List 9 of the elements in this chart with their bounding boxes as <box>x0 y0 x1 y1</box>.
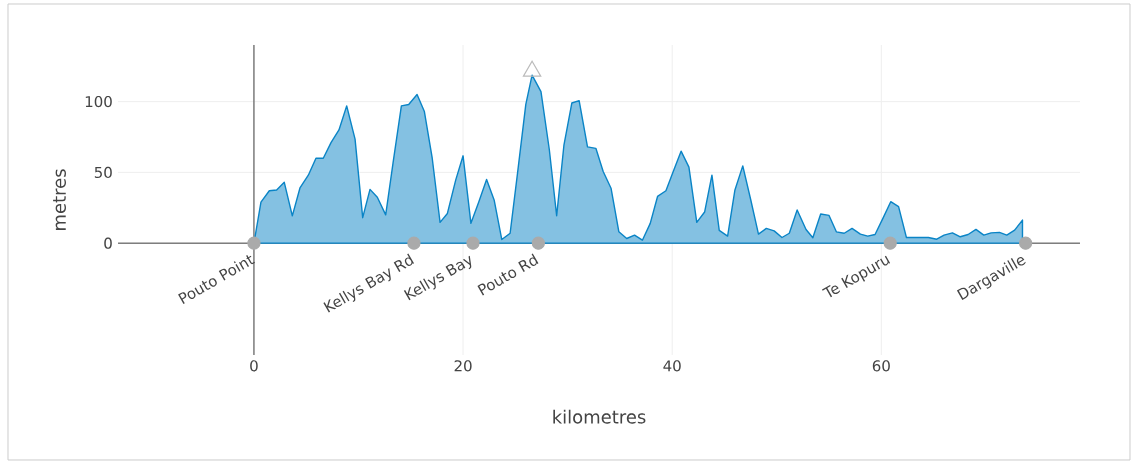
y-tick-label: 100 <box>85 95 112 108</box>
x-tick-label: 0 <box>250 360 258 372</box>
x-tick-label: 60 <box>872 360 890 372</box>
x-tick-label: 40 <box>663 360 681 372</box>
x-tick-label: 20 <box>454 360 472 372</box>
y-tick-label: 50 <box>94 166 112 179</box>
x-axis-title: kilometres <box>553 409 646 424</box>
y-tick-label: 0 <box>104 237 112 249</box>
y-axis-title: metres <box>53 169 66 230</box>
